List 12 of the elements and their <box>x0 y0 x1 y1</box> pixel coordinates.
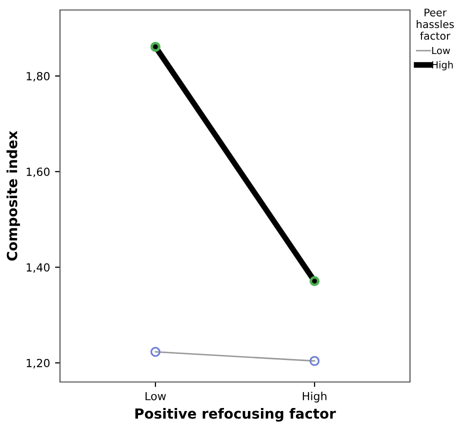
point <box>310 276 320 286</box>
y-tick-label: 1,40 <box>26 263 50 273</box>
legend-title: Peer hassles factor <box>416 8 454 40</box>
point <box>150 346 160 357</box>
point <box>150 42 160 52</box>
point <box>310 356 320 366</box>
y-tick-label: 1,20 <box>26 358 50 368</box>
y-axis-title: Composite index <box>6 130 20 261</box>
x-axis-title: Positive refocusing factor <box>135 408 336 422</box>
legend-label: Low <box>432 46 450 54</box>
y-tick-label: 1,80 <box>26 72 50 82</box>
y-tick-label: 1,60 <box>26 168 50 178</box>
